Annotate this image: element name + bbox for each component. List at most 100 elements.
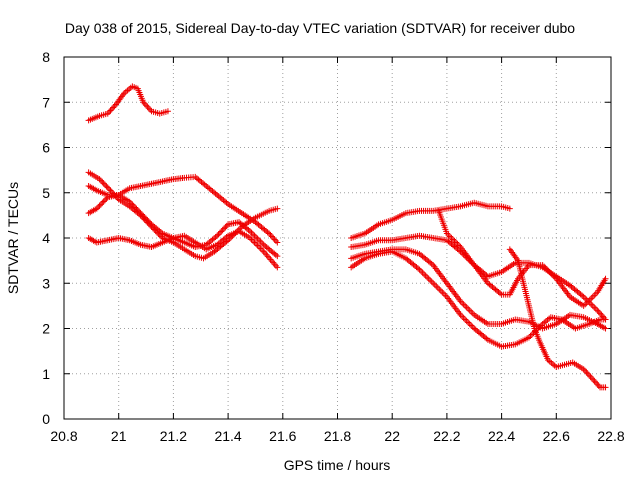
data-point (274, 205, 281, 212)
data-point (220, 225, 227, 232)
data-point (585, 298, 592, 305)
series-track-9 (348, 248, 609, 350)
data-point (428, 278, 435, 285)
series-track-11 (506, 246, 609, 391)
data-point (424, 274, 431, 281)
data-point (506, 205, 513, 212)
x-axis-label: GPS time / hours (284, 457, 391, 473)
data-point (143, 215, 150, 222)
data-point (602, 384, 609, 391)
data-point (460, 314, 467, 321)
data-point (267, 256, 274, 263)
data-point (466, 320, 473, 327)
series-track-2 (85, 169, 281, 262)
data-point (250, 231, 257, 238)
data-point (271, 261, 278, 268)
data-point (597, 310, 604, 317)
data-point (582, 295, 589, 302)
data-point (223, 222, 230, 229)
series-track-10 (435, 207, 609, 309)
series-track-7 (348, 232, 609, 323)
data-point (110, 104, 117, 111)
x-tick-label: 20.8 (50, 428, 77, 444)
data-point (468, 322, 475, 329)
data-point (437, 287, 444, 294)
data-point (99, 199, 106, 206)
data-point (419, 269, 426, 276)
x-tick-label: 22 (384, 428, 400, 444)
data-point (589, 302, 596, 309)
data-point (594, 381, 601, 388)
data-point (588, 295, 595, 302)
data-point (422, 272, 429, 279)
data-point (97, 201, 104, 208)
data-point (595, 382, 602, 389)
series-track-6 (348, 199, 513, 241)
data-point (164, 108, 171, 115)
data-point (144, 217, 151, 224)
data-point (97, 177, 104, 184)
axis-ticks: 20.8 21 21.2 21.4 21.6 21.8 22 22.2 22.4 22.6 22.8… (42, 49, 625, 444)
data-point (586, 372, 593, 379)
data-point (459, 313, 466, 320)
series-track-5 (85, 228, 281, 271)
data-point (588, 375, 595, 382)
data-point (141, 214, 148, 221)
data-point (248, 229, 255, 236)
data-point (222, 224, 229, 231)
x-tick-label: 21.8 (324, 428, 351, 444)
data-point (270, 235, 277, 241)
data-point (418, 268, 425, 275)
data-point (431, 281, 438, 288)
data-point (439, 289, 446, 296)
data-point (107, 107, 114, 114)
y-tick-label: 2 (42, 321, 50, 337)
data-point (102, 181, 109, 188)
data-point (267, 231, 274, 238)
data-point (133, 205, 140, 212)
data-marks (85, 83, 609, 391)
series-track-8 (348, 246, 609, 332)
data-point (462, 302, 469, 309)
data-point (587, 373, 594, 380)
data-point (268, 258, 275, 265)
data-point (427, 277, 434, 284)
data-point (594, 307, 601, 314)
data-point (442, 292, 449, 299)
data-point (128, 200, 135, 207)
data-point (134, 207, 141, 214)
data-point (145, 105, 152, 112)
data-point (214, 232, 221, 239)
data-point (436, 286, 443, 293)
data-point (583, 369, 590, 376)
data-point (590, 376, 597, 383)
y-tick-label: 0 (42, 411, 50, 427)
data-point (143, 102, 150, 109)
data-point (93, 205, 100, 212)
data-point (106, 186, 113, 193)
data-point (100, 198, 107, 205)
data-point (218, 228, 225, 235)
data-point (132, 204, 139, 211)
x-tick-label: 21.6 (269, 428, 296, 444)
data-point (108, 106, 115, 113)
data-point (459, 299, 466, 306)
plot-frame (63, 56, 612, 420)
data-point (100, 180, 107, 187)
data-point (440, 290, 447, 297)
data-point (582, 301, 589, 308)
data-point (582, 367, 589, 374)
data-point (465, 319, 472, 326)
data-point (263, 251, 270, 258)
data-point (460, 301, 467, 308)
data-point (126, 198, 133, 205)
data-point (96, 202, 103, 209)
data-point (271, 236, 278, 243)
data-point (147, 220, 154, 227)
data-point (264, 253, 271, 260)
data-point (425, 275, 432, 282)
y-tick-label: 3 (42, 275, 50, 291)
data-point (469, 310, 476, 317)
data-point (592, 379, 599, 386)
y-tick-label: 8 (42, 49, 50, 65)
